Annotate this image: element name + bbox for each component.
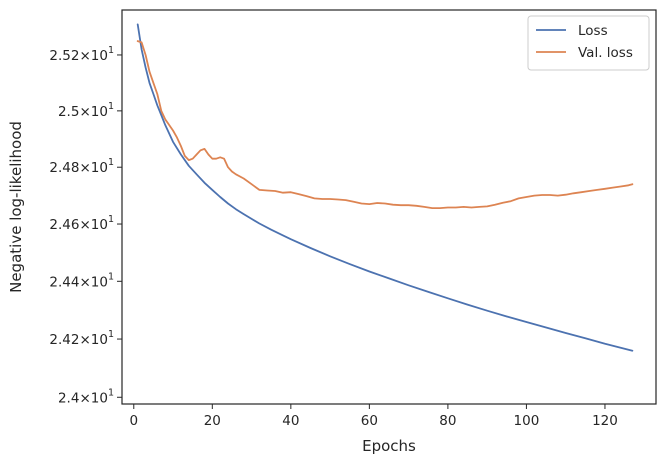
y-tick-mantissa: 2.4 bbox=[58, 390, 79, 406]
y-tick-exponent: 1 bbox=[108, 101, 114, 112]
x-axis-ticks: 0 20 40 60 80 100 120 bbox=[129, 404, 618, 429]
x-tick-label: 60 bbox=[361, 413, 378, 429]
y-axis-ticks: 2.4×1012.42×1012.44×1012.46×1012.48×1012… bbox=[49, 45, 122, 406]
y-tick-times: × bbox=[79, 274, 90, 290]
series-line-1 bbox=[136, 40, 634, 209]
y-tick-label: 2.48×101 bbox=[49, 157, 114, 176]
x-tick-label: 80 bbox=[439, 413, 456, 429]
y-tick-mantissa: 2.5 bbox=[58, 104, 79, 120]
y-tick-times: × bbox=[79, 160, 90, 176]
y-tick-mantissa: 2.52 bbox=[49, 48, 79, 64]
y-tick-label: 2.42×101 bbox=[49, 329, 114, 348]
y-tick-exponent: 1 bbox=[108, 387, 114, 398]
y-tick-label: 2.52×101 bbox=[49, 45, 114, 64]
y-tick-exponent: 1 bbox=[108, 157, 114, 168]
x-tick-label: 100 bbox=[514, 413, 540, 429]
y-tick-base: 10 bbox=[91, 274, 108, 290]
y-tick-exponent: 1 bbox=[108, 271, 114, 282]
y-tick-exponent: 1 bbox=[108, 329, 114, 340]
x-tick-label: 40 bbox=[282, 413, 299, 429]
y-tick-mantissa: 2.46 bbox=[49, 217, 79, 233]
y-axis-label: Negative log-likelihood bbox=[7, 121, 25, 293]
y-tick-base: 10 bbox=[91, 48, 108, 64]
y-tick-exponent: 1 bbox=[108, 214, 114, 225]
series-line-0 bbox=[136, 23, 634, 352]
y-tick-base: 10 bbox=[91, 332, 108, 348]
y-tick-exponent: 1 bbox=[108, 45, 114, 56]
x-tick-label: 0 bbox=[129, 413, 138, 429]
y-tick-times: × bbox=[79, 390, 90, 406]
x-tick-label: 120 bbox=[592, 413, 618, 429]
y-tick-times: × bbox=[79, 217, 90, 233]
y-tick-label: 2.5×101 bbox=[58, 101, 114, 120]
legend-label-0: Loss bbox=[578, 23, 608, 39]
y-tick-label: 2.46×101 bbox=[49, 214, 114, 233]
y-tick-base: 10 bbox=[91, 390, 108, 406]
y-tick-base: 10 bbox=[91, 104, 108, 120]
y-tick-label: 2.4×101 bbox=[58, 387, 114, 406]
y-tick-mantissa: 2.48 bbox=[49, 160, 79, 176]
y-tick-base: 10 bbox=[91, 217, 108, 233]
y-tick-mantissa: 2.42 bbox=[49, 332, 79, 348]
legend: Loss Val. loss bbox=[527, 15, 650, 71]
y-tick-mantissa: 2.44 bbox=[49, 274, 79, 290]
y-tick-times: × bbox=[79, 104, 90, 120]
y-tick-base: 10 bbox=[91, 160, 108, 176]
y-tick-label: 2.44×101 bbox=[49, 271, 114, 290]
series-layer bbox=[136, 23, 634, 352]
y-tick-times: × bbox=[79, 48, 90, 64]
x-axis-label: Epochs bbox=[362, 437, 416, 455]
x-tick-label: 20 bbox=[204, 413, 221, 429]
plot-frame bbox=[121, 9, 657, 405]
y-tick-times: × bbox=[79, 332, 90, 348]
legend-label-1: Val. loss bbox=[578, 45, 633, 61]
